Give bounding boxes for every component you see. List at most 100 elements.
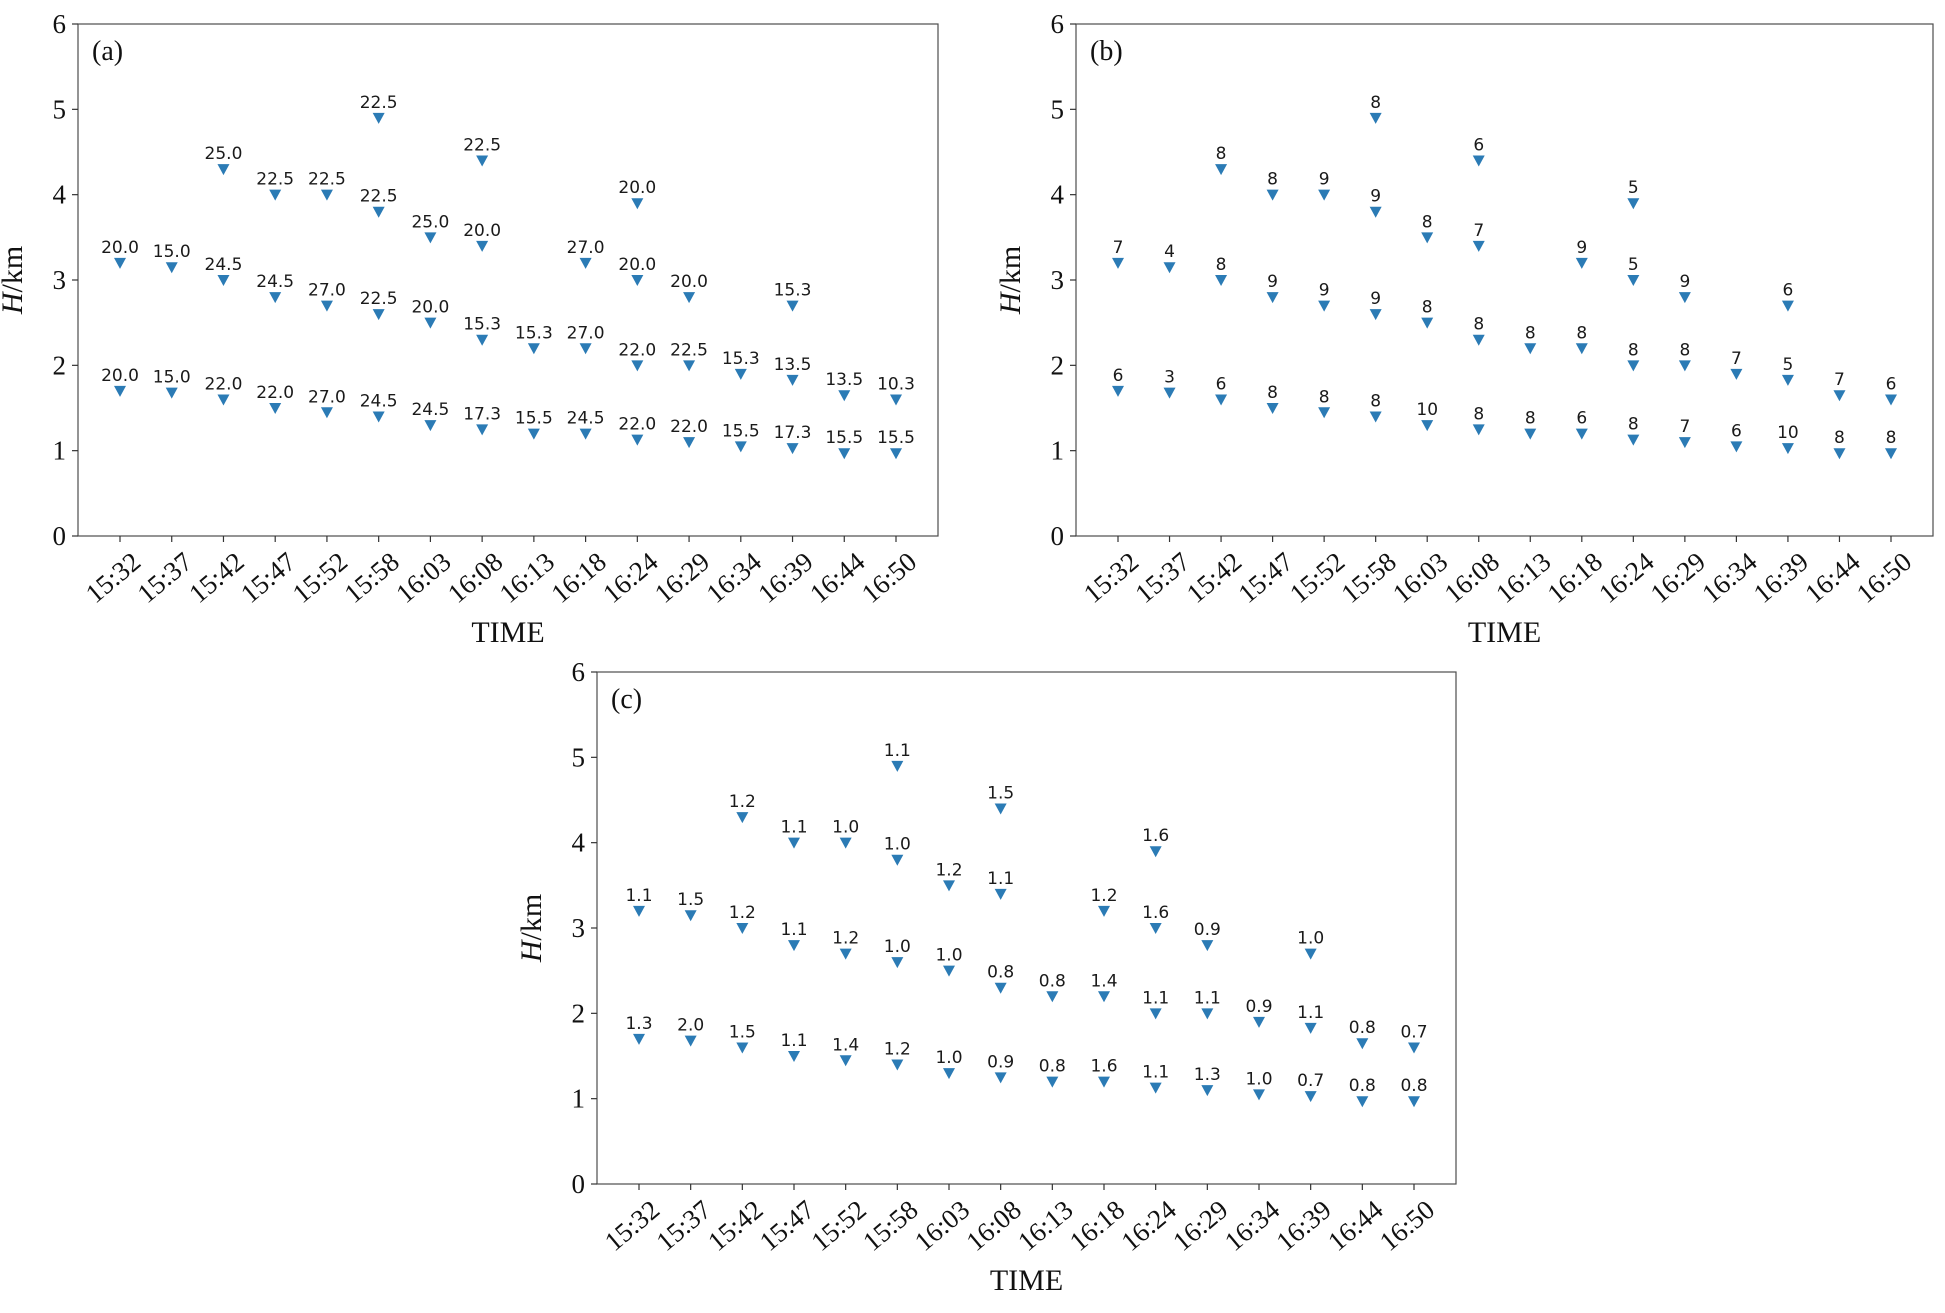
data-point	[943, 1068, 955, 1080]
x-tick-label: 16:50	[856, 546, 922, 609]
data-point	[786, 300, 799, 312]
data-point	[1046, 991, 1059, 1003]
data-point	[1215, 394, 1228, 406]
data-label: 6	[1576, 409, 1587, 429]
x-tick-label: 16:03	[390, 546, 456, 609]
x-tick-label: 15:32	[1078, 546, 1144, 609]
data-point	[1421, 420, 1434, 432]
data-label: 9	[1370, 187, 1381, 207]
data-label: 8	[1628, 415, 1639, 435]
data-point	[1421, 232, 1434, 244]
data-label: 9	[1679, 272, 1690, 292]
data-point	[476, 424, 489, 436]
x-tick-label: 15:47	[754, 1194, 820, 1257]
data-point	[890, 394, 902, 406]
data-point	[1408, 1096, 1420, 1108]
data-label: 8	[1267, 170, 1278, 190]
data-point	[736, 1042, 749, 1054]
x-tick-label: 15:58	[338, 546, 404, 609]
data-label: 2.0	[677, 1016, 704, 1036]
data-label: 8	[1525, 409, 1536, 429]
data-point	[320, 300, 333, 312]
data-label: 10	[1416, 400, 1438, 420]
data-label: 20.0	[618, 178, 656, 198]
data-label: 6	[1473, 136, 1484, 156]
x-tick-label: 16:13	[1490, 546, 1556, 609]
data-label: 15.0	[153, 242, 191, 262]
x-axis-title: TIME	[990, 1264, 1063, 1297]
data-label: 3	[1164, 368, 1175, 388]
x-tick-label: 16:34	[1696, 546, 1763, 609]
data-point	[165, 262, 178, 274]
x-tick-label: 16:08	[1439, 546, 1505, 609]
y-tick-label: 4	[1051, 180, 1065, 210]
data-label: 8	[1422, 298, 1433, 318]
data-label: 8	[1216, 144, 1227, 164]
data-label: 1.1	[1297, 1003, 1324, 1023]
data-label: 25.0	[411, 212, 449, 232]
data-label: 8	[1473, 404, 1484, 424]
data-label: 6	[1886, 374, 1897, 394]
data-point	[424, 317, 437, 329]
data-point	[269, 189, 282, 201]
data-label: 22.5	[308, 170, 346, 190]
data-point	[372, 411, 385, 423]
data-label: 8	[1628, 340, 1639, 360]
data-point	[1678, 292, 1691, 304]
data-point	[1369, 112, 1382, 124]
data-point	[1472, 240, 1485, 252]
data-point	[734, 368, 747, 380]
data-point	[633, 1033, 645, 1045]
x-tick-label: 16:50	[1851, 546, 1917, 609]
data-label: 10.3	[877, 374, 915, 394]
data-point	[786, 374, 799, 386]
y-axis-title: H/km	[0, 246, 29, 315]
data-label: 8	[1834, 428, 1845, 448]
data-point	[1472, 424, 1485, 436]
x-tick-label: 16:29	[1167, 1194, 1233, 1257]
data-point	[631, 275, 644, 286]
x-tick-label: 16:50	[1374, 1194, 1440, 1257]
data-point	[424, 232, 437, 244]
x-tick-label: 15:52	[805, 1194, 871, 1257]
data-point	[1678, 360, 1691, 372]
plot-frame	[596, 671, 1457, 1185]
y-tick-label: 3	[1051, 265, 1065, 295]
data-label: 24.5	[205, 255, 243, 275]
data-point	[1266, 189, 1279, 201]
data-label: 1.6	[1142, 903, 1169, 923]
data-point	[217, 275, 230, 286]
data-label: 7	[1679, 417, 1690, 437]
data-label: 20.0	[101, 366, 139, 386]
y-tick-label: 1	[572, 1084, 586, 1114]
data-point	[1627, 275, 1640, 286]
data-label: 8	[1422, 212, 1433, 232]
data-point	[1472, 155, 1485, 167]
data-label: 24.5	[411, 400, 449, 420]
y-axis-title: H/km	[515, 894, 548, 963]
panel-label: (b)	[1090, 36, 1123, 67]
y-tick-label: 0	[53, 521, 67, 551]
data-point	[579, 428, 592, 440]
data-point	[114, 257, 126, 269]
x-tick-label: 16:39	[1270, 1194, 1336, 1257]
data-label: 10	[1777, 423, 1799, 443]
x-tick-label: 15:42	[183, 546, 249, 609]
data-point	[1149, 846, 1162, 858]
data-point	[994, 1072, 1007, 1084]
data-label: 8	[1216, 255, 1227, 275]
data-label: 1.2	[729, 792, 756, 812]
data-label: 24.5	[360, 392, 398, 412]
data-label: 8	[1267, 383, 1278, 403]
data-label: 1.5	[987, 784, 1014, 804]
chart-panel-3: (c) 0 1 2 3 4 5 6 15:3215:3715:4215:4715:5215:58…	[515, 657, 1457, 1297]
data-point	[424, 420, 437, 432]
data-label: 1.6	[1090, 1057, 1117, 1077]
y-axis-variable: H	[994, 290, 1027, 315]
data-label: 15.3	[515, 323, 553, 343]
data-point	[1575, 428, 1588, 440]
x-tick-label: 15:52	[287, 546, 353, 609]
y-tick-label: 2	[53, 350, 67, 380]
data-point	[1304, 1091, 1317, 1103]
